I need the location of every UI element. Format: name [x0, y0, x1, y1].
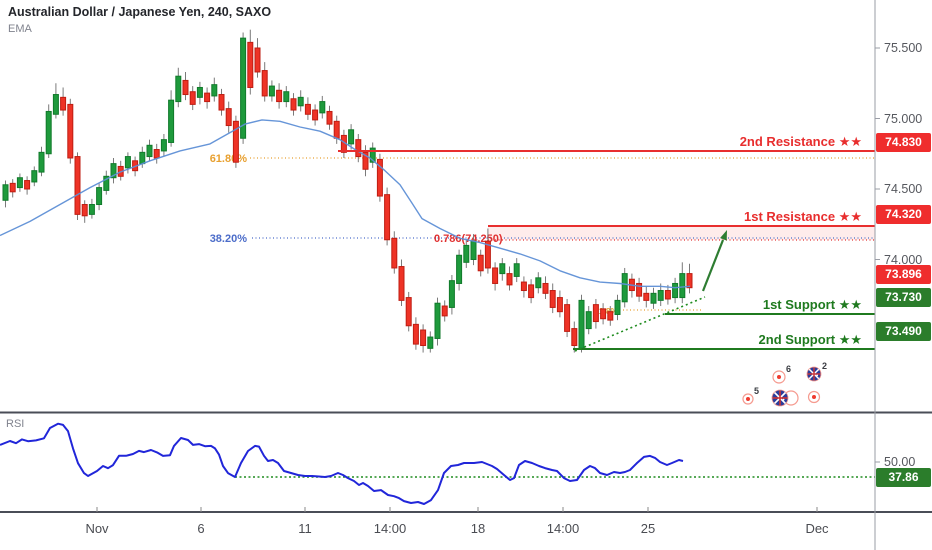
time-axis-label: 14:00: [546, 521, 580, 536]
symbol-title[interactable]: Australian Dollar / Japanese Yen, 240, S…: [8, 5, 272, 19]
fib-label-fib618: 61.80%: [210, 153, 248, 165]
resistance-zone-band: [488, 227, 875, 241]
event-count-badge: 5: [754, 386, 759, 396]
event-count-badge: 6: [786, 364, 791, 374]
australia-flag-icon: [806, 366, 822, 382]
ema-indicator-label[interactable]: EMA: [8, 23, 32, 35]
time-axis-label: 6: [197, 521, 205, 536]
event-count-badge: 2: [822, 361, 827, 371]
fib-label-fib786: 0.786(74.250): [434, 233, 503, 245]
level-label-res1[interactable]: 1st Resistance ★★: [744, 209, 862, 224]
time-axis-label: Nov: [85, 521, 109, 536]
rsi-line: [0, 422, 684, 505]
price-badge-blast: 73.896: [876, 264, 931, 284]
event-markers[interactable]: 5 6 2: [742, 361, 827, 407]
event-marker-5-icon[interactable]: [742, 393, 754, 405]
price-badge-b74320: 74.320: [876, 204, 931, 224]
level-label-sup2[interactable]: 2nd Support ★★: [758, 332, 862, 347]
event-marker-6-icon[interactable]: [771, 370, 799, 407]
level-lines[interactable]: [338, 150, 875, 350]
time-axis-label: Dec: [805, 521, 829, 536]
price-axis-label: 75.500: [884, 41, 923, 55]
candlestick-series[interactable]: [2, 29, 693, 353]
price-badge-brsi: 37.86: [876, 467, 931, 487]
price-axis-label: 75.000: [884, 111, 923, 126]
level-label-sup1[interactable]: 1st Support ★★: [762, 297, 862, 312]
level-label-res2[interactable]: 2nd Resistance ★★: [739, 134, 862, 149]
time-axis-label: 11: [298, 521, 312, 536]
price-badge-b73490: 73.490: [876, 321, 931, 341]
fib-label-fibmini: 61.8%: [594, 306, 619, 316]
time-axis-label: 18: [470, 521, 486, 536]
price-badge-b73730: 73.730: [876, 288, 931, 308]
australia-flag-icon: [771, 389, 789, 407]
time-axis-label: 14:00: [373, 521, 407, 536]
ema-line: [0, 119, 691, 289]
price-axis-label: 74.000: [884, 252, 923, 267]
time-axis-label: 25: [640, 521, 656, 536]
rsi-indicator-label[interactable]: RSI: [6, 418, 25, 430]
price-axis-label: 74.500: [884, 182, 923, 196]
rsi-axis-label: 50.00: [884, 455, 916, 469]
projection-arrow[interactable]: [701, 230, 727, 292]
event-marker-2-icon[interactable]: [806, 366, 822, 404]
fib-label-fib382: 38.20%: [210, 233, 248, 245]
trendline[interactable]: [574, 296, 706, 352]
price-badge-b74830: 74.830: [876, 132, 931, 152]
